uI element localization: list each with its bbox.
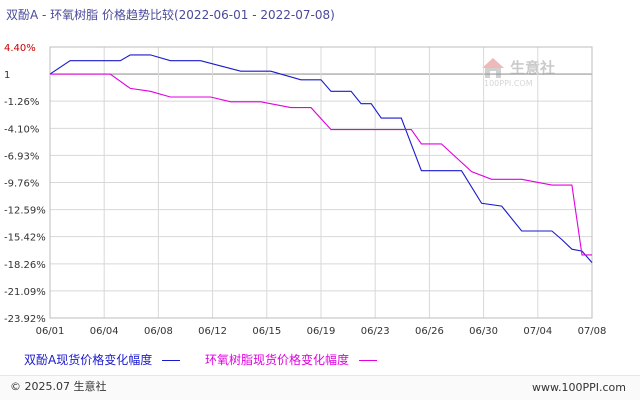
series-b-line bbox=[50, 73, 592, 256]
y-tick-label: -23.92% bbox=[4, 314, 46, 325]
y-tick-label: -6.93% bbox=[4, 151, 39, 162]
watermark-brand: 生意社 bbox=[510, 59, 555, 77]
x-tick-label: 06/15 bbox=[252, 326, 281, 337]
x-tick-label: 06/04 bbox=[90, 326, 119, 337]
y-tick-label: -15.42% bbox=[4, 233, 46, 244]
y-tick-label: -4.10% bbox=[4, 124, 39, 135]
legend-label-series-b: 环氧树脂现货价格变化幅度 bbox=[205, 353, 350, 367]
legend-swatch-series-a bbox=[162, 360, 181, 361]
chart-title: 双酚A - 环氧树脂 价格趋势比较(2022-06-01 - 2022-07-0… bbox=[6, 8, 335, 22]
x-tick-label: 06/01 bbox=[36, 326, 65, 337]
legend-swatch-series-b bbox=[358, 360, 377, 361]
y-tick-label: 1 bbox=[4, 70, 10, 81]
series bbox=[49, 54, 593, 263]
plot-border bbox=[49, 46, 593, 319]
y-tick-label: -9.76% bbox=[4, 179, 39, 190]
series-a-line bbox=[49, 54, 593, 263]
legend-label-series-a: 双酚A现货价格变化幅度 bbox=[24, 353, 153, 367]
footer-website-link[interactable]: www.100PPI.com bbox=[532, 381, 626, 394]
x-tick-label: 06/26 bbox=[415, 326, 444, 337]
y-tick-label: -21.09% bbox=[4, 287, 46, 298]
x-tick-label: 06/30 bbox=[469, 326, 498, 337]
x-tick-label: 07/04 bbox=[523, 326, 552, 337]
x-tick-label: 07/08 bbox=[578, 326, 607, 337]
watermark: 生意社 100PPI.COM bbox=[482, 58, 555, 88]
y-tick-label: -18.26% bbox=[4, 260, 46, 271]
axes: 4.40% 1 -1.26% -4.10% -6.93% -9.76% -12.59% -15… bbox=[4, 43, 606, 337]
footer-bar bbox=[0, 375, 640, 400]
x-tick-label: 06/12 bbox=[198, 326, 227, 337]
x-tick-label: 06/19 bbox=[307, 326, 336, 337]
footer-copyright: © 2025.07 生意社 bbox=[10, 380, 107, 393]
y-tick-label: -12.59% bbox=[4, 206, 46, 217]
legend-item-series-a: 双酚A现货价格变化幅度 bbox=[24, 351, 181, 368]
y-tick-label: 4.40% bbox=[4, 43, 36, 54]
x-tick-label: 06/08 bbox=[144, 326, 173, 337]
x-tick-label: 06/23 bbox=[361, 326, 390, 337]
watermark-site: 100PPI.COM bbox=[484, 79, 533, 88]
watermark-house-icon bbox=[482, 58, 504, 78]
y-tick-label: -1.26% bbox=[4, 97, 39, 108]
legend-item-series-b: 环氧树脂现货价格变化幅度 bbox=[205, 351, 377, 368]
